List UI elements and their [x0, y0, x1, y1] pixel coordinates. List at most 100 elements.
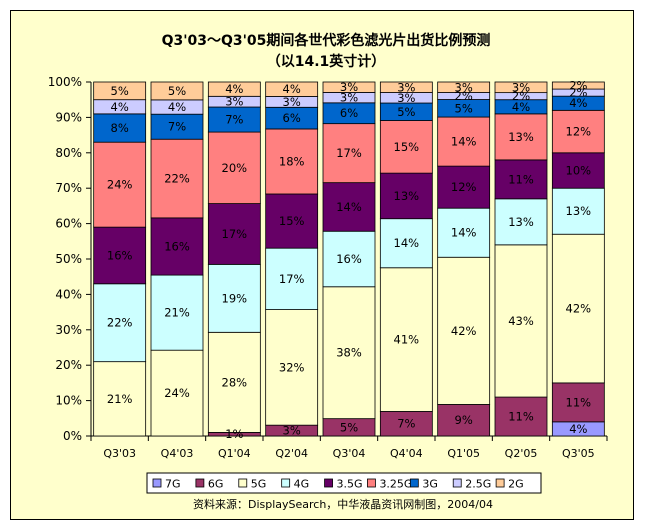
data-label: 3%: [455, 80, 473, 94]
bar-segment: [379, 218, 433, 269]
y-tick-label: 50%: [55, 252, 82, 266]
chart-canvas: Q3'03～Q3'05期间各世代彩色滤光片出货比例预测 （以14.1英寸计） 0…: [48, 32, 608, 511]
data-label: 22%: [107, 316, 133, 330]
bar-segment: [150, 81, 204, 101]
data-label: 38%: [336, 346, 362, 360]
y-tick-label: 20%: [55, 358, 82, 372]
x-tick-label: Q2'05: [505, 447, 538, 460]
y-tick-label: 60%: [55, 217, 82, 231]
bar-segment: [150, 217, 204, 276]
legend-swatch: [195, 478, 205, 488]
bar-segment: [494, 244, 548, 398]
data-label: 2%: [569, 79, 587, 93]
data-label: 3%: [512, 80, 530, 94]
data-label: 3%: [397, 80, 415, 94]
data-label: 7%: [168, 120, 186, 134]
bar-segment: [93, 113, 147, 143]
data-label: 12%: [566, 125, 592, 139]
bar-segment: [265, 81, 319, 97]
bar-segment: [207, 106, 261, 133]
chart-frame: Q3'03～Q3'05期间各世代彩色滤光片出货比例预测 （以14.1英寸计） 0…: [10, 10, 634, 520]
legend-label: 2G: [508, 478, 524, 491]
legend-swatch: [281, 478, 291, 488]
bar-segment: [551, 382, 605, 423]
data-label: 7%: [225, 113, 243, 127]
x-tick-label: Q4'04: [390, 447, 423, 460]
data-label: 42%: [566, 302, 592, 316]
data-label: 4%: [111, 100, 129, 114]
data-label: 3%: [340, 91, 358, 105]
legend-label: 2.5G: [465, 478, 491, 491]
data-label: 1%: [225, 427, 243, 441]
bar-segment: [494, 81, 548, 94]
bar-segment: [437, 81, 491, 93]
data-label: 11%: [508, 410, 534, 424]
y-tick-label: 90%: [55, 110, 82, 124]
x-tick-label: Q3'04: [333, 447, 366, 460]
data-label: 14%: [451, 135, 477, 149]
chart-title: Q3'03～Q3'05期间各世代彩色滤光片出货比例预测: [162, 32, 491, 49]
data-label: 22%: [164, 172, 190, 186]
y-tick-label: 0%: [63, 429, 82, 443]
bar-segment: [265, 128, 319, 195]
data-label: 2%: [569, 86, 587, 100]
data-label: 20%: [222, 161, 248, 175]
bar-segment: [322, 81, 376, 93]
bar-segment: [93, 283, 147, 363]
bar-segment: [150, 138, 204, 219]
chart-subtitle: （以14.1英寸计）: [267, 53, 386, 70]
y-tick-label: 70%: [55, 181, 82, 195]
data-label: 14%: [451, 226, 477, 240]
legend-box: [146, 472, 542, 494]
legend-swatch: [152, 478, 162, 488]
bar-segment: [322, 182, 376, 232]
data-label: 18%: [279, 154, 305, 168]
y-tick-label: 10%: [55, 394, 82, 408]
data-label: 32%: [279, 360, 305, 374]
bar-segment: [551, 109, 605, 154]
legend-swatch: [409, 478, 419, 488]
bar-segment: [265, 309, 319, 426]
bar-segment: [207, 263, 261, 333]
bar-segment: [93, 141, 147, 228]
data-label: 21%: [164, 306, 190, 320]
bar-segment: [322, 123, 376, 184]
bar-segment: [93, 226, 147, 285]
data-label: 19%: [222, 291, 248, 305]
data-labels: 21% 22% 16% 24% 8% 4% 5% 24% 21% 16% 22% 7% 4% 5% 1% 28…: [107, 79, 591, 442]
bar-segment: [150, 349, 204, 437]
data-label: 5%: [168, 84, 186, 98]
y-tick-label: 40%: [55, 287, 82, 301]
bars: [93, 81, 605, 437]
data-label: 42%: [451, 324, 477, 338]
data-label: 6%: [340, 106, 358, 120]
data-label: 15%: [394, 140, 420, 154]
bar-segment: [437, 404, 491, 437]
data-label: 13%: [566, 204, 592, 218]
bar-segment: [207, 131, 261, 204]
x-tick-label: Q3'03: [103, 447, 136, 460]
data-label: 4%: [283, 82, 301, 96]
y-tick-label: 80%: [55, 146, 82, 160]
data-label: 13%: [508, 130, 534, 144]
bar-segment: [207, 331, 261, 433]
data-label: 5%: [111, 84, 129, 98]
data-label: 3%: [397, 91, 415, 105]
data-label: 16%: [336, 252, 362, 266]
bar-segment: [437, 207, 491, 258]
data-label: 7%: [397, 417, 415, 431]
x-tick-label: Q1'05: [447, 447, 480, 460]
y-tick-label: 30%: [55, 323, 82, 337]
bar-segment: [494, 396, 548, 437]
bar-segment: [551, 152, 605, 189]
data-label: 12%: [451, 180, 477, 194]
legend-label: 3.25G: [379, 478, 412, 491]
bar-segment: [551, 187, 605, 235]
legend-swatch: [324, 478, 333, 488]
bar-segment: [150, 113, 204, 140]
legend-label: 7G: [165, 478, 181, 491]
bar-segment: [207, 203, 261, 265]
bar-segment: [437, 256, 491, 405]
data-label: 10%: [566, 164, 592, 178]
data-label: 41%: [394, 333, 420, 347]
